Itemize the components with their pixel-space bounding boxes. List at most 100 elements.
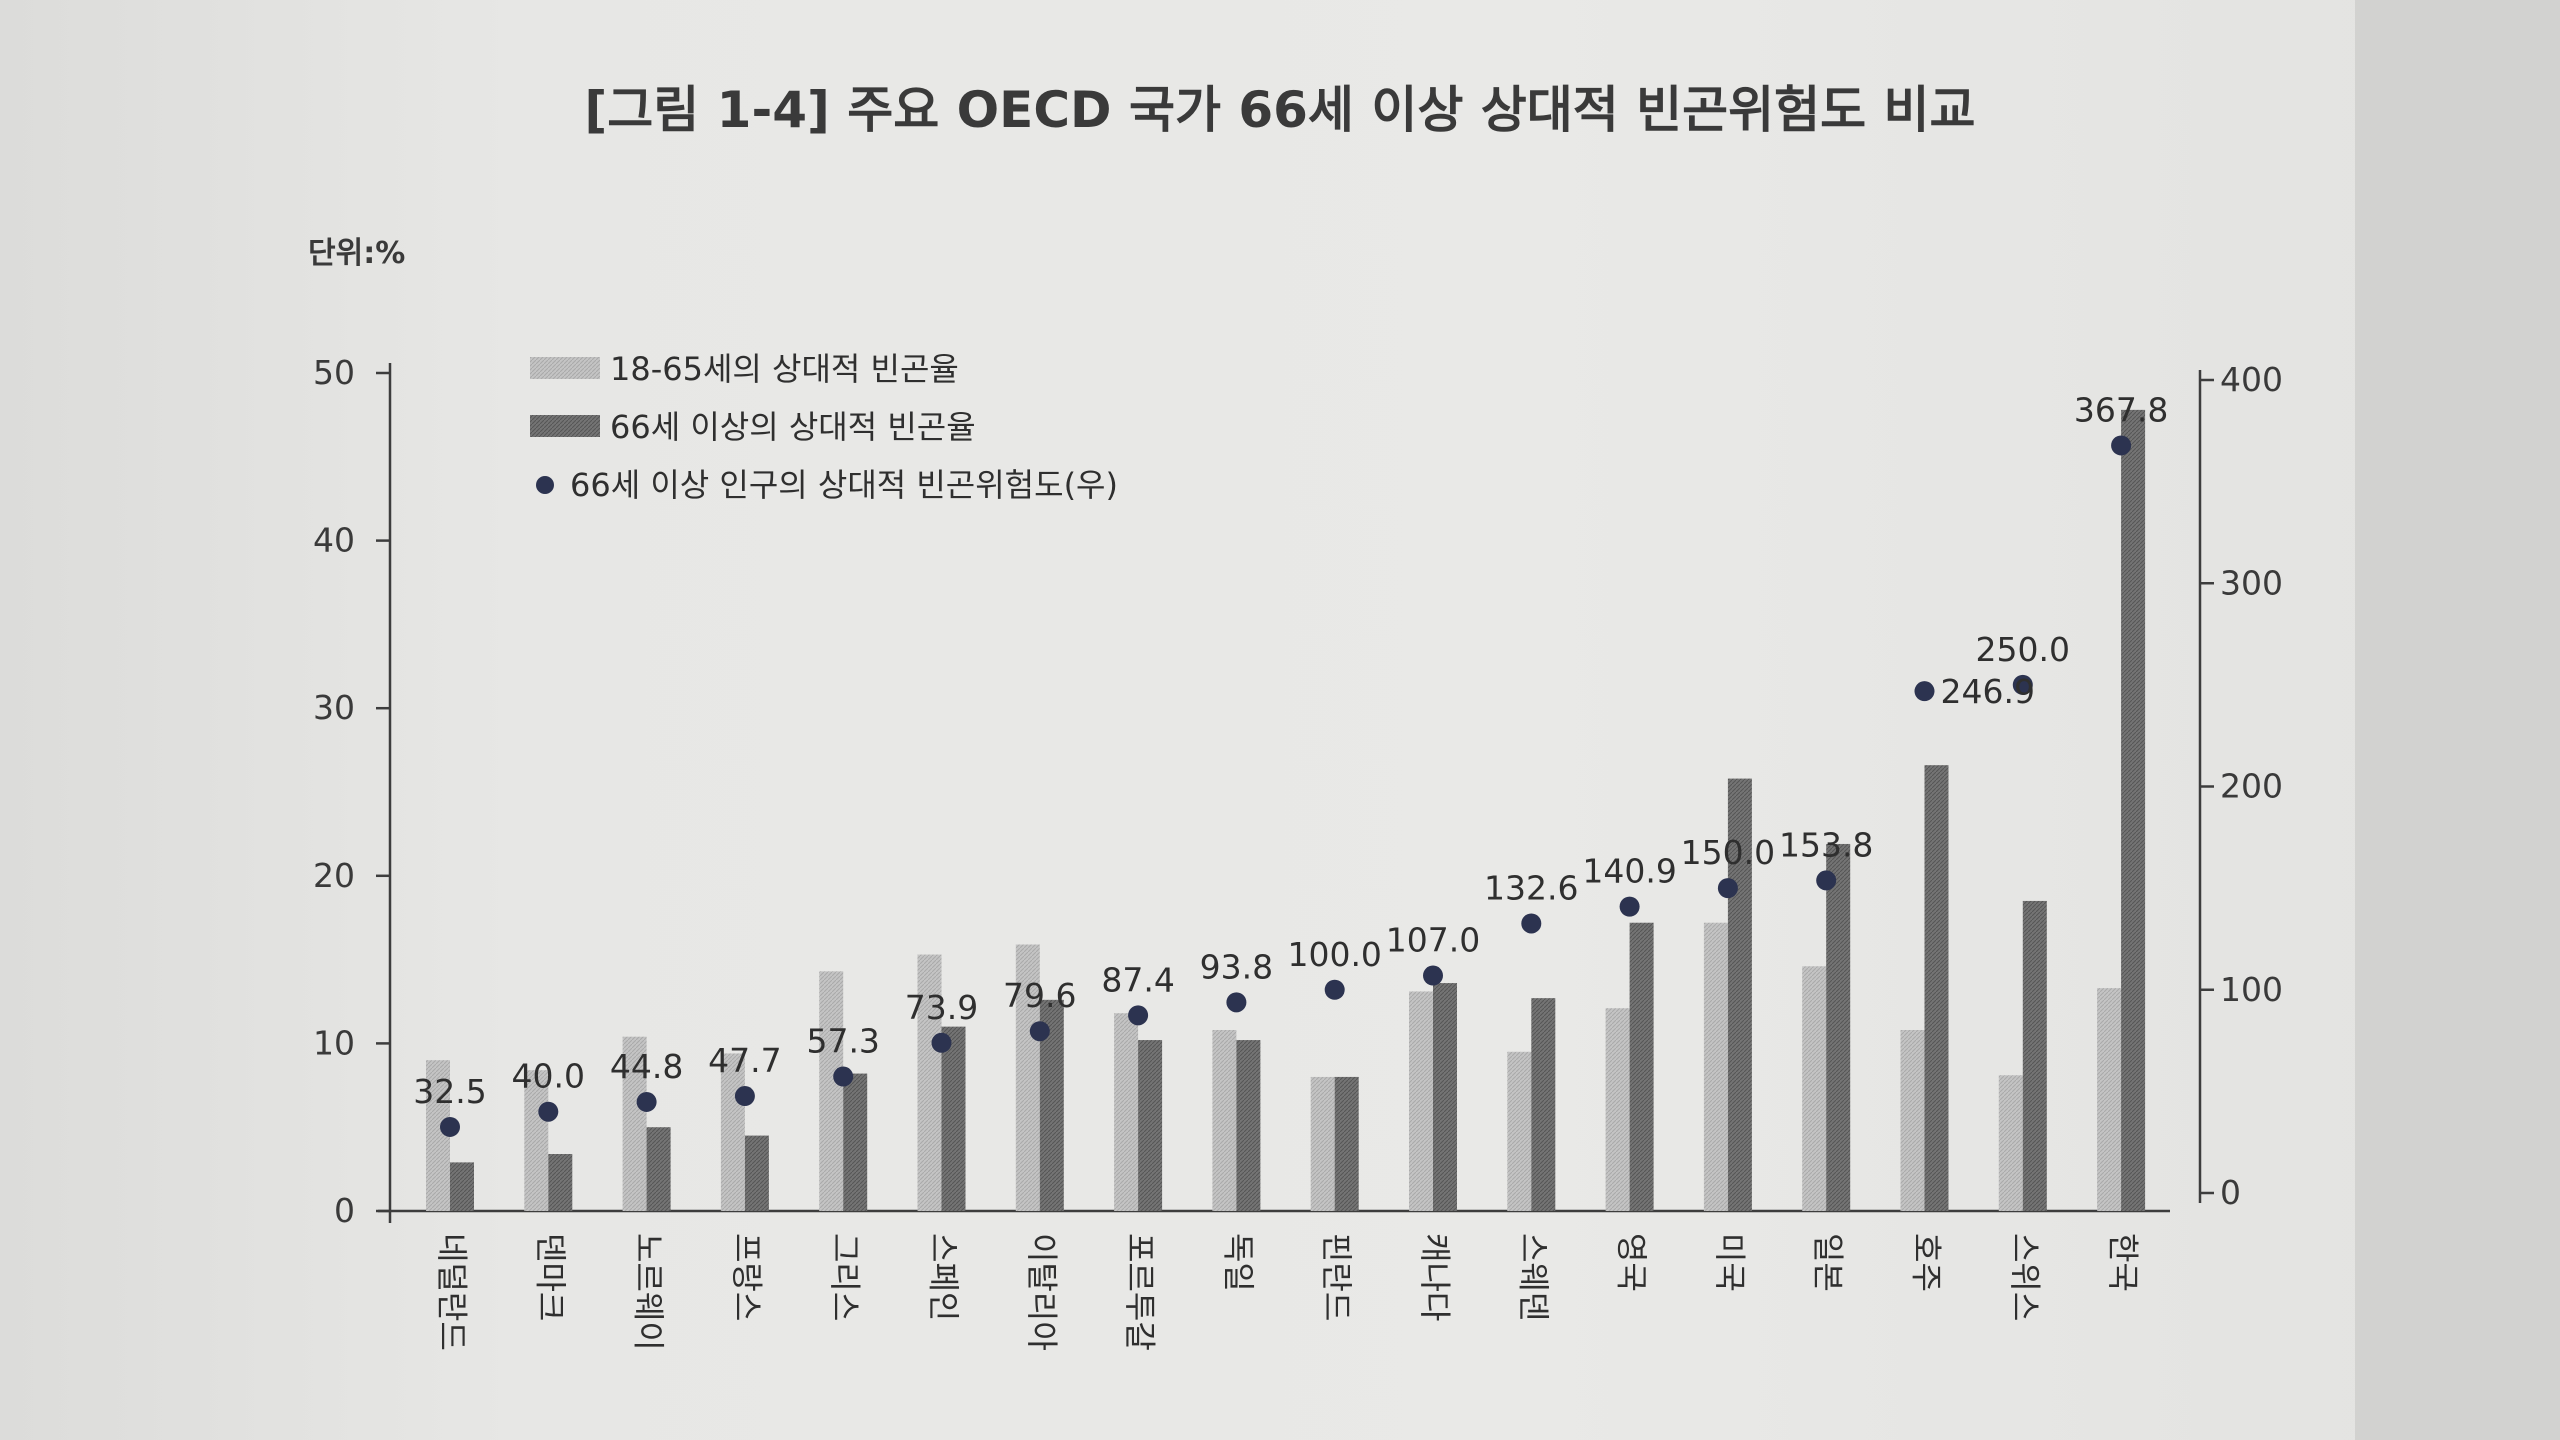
data-label: 47.7 xyxy=(708,1041,781,1080)
bar-18-65 xyxy=(1507,1051,1532,1211)
data-label: 40.0 xyxy=(512,1057,585,1096)
bar-18-65 xyxy=(1015,944,1040,1211)
risk-point xyxy=(2012,674,2033,695)
risk-point xyxy=(2111,435,2132,456)
risk-point xyxy=(1521,913,1542,934)
data-label: 132.6 xyxy=(1484,868,1578,907)
bar-66-plus xyxy=(1334,1076,1359,1211)
bar-66-plus xyxy=(1236,1040,1261,1211)
data-label: 100.0 xyxy=(1287,935,1381,974)
risk-point xyxy=(833,1066,854,1087)
right-axis-tick-label: 300 xyxy=(2220,563,2283,602)
risk-point xyxy=(1619,896,1640,917)
data-label: 79.6 xyxy=(1003,976,1076,1015)
risk-point xyxy=(1914,681,1935,702)
bar-18-65 xyxy=(1409,991,1433,1211)
category-label: 스위스 xyxy=(2006,1233,2044,1321)
right-axis-tick-label: 200 xyxy=(2220,767,2283,806)
category-label: 일본 xyxy=(1809,1233,1847,1292)
bar-18-65 xyxy=(524,1070,549,1211)
data-label: 107.0 xyxy=(1386,921,1480,960)
bar-18-65 xyxy=(819,971,844,1211)
left-axis-tick-label: 10 xyxy=(313,1023,355,1062)
bar-18-65 xyxy=(917,954,942,1211)
risk-point xyxy=(1029,1021,1050,1042)
risk-point xyxy=(1816,870,1837,891)
legend-label: 18-65세의 상대적 빈곤율 xyxy=(610,350,959,388)
bar-18-65 xyxy=(1212,1029,1237,1211)
left-axis-tick-label: 50 xyxy=(313,353,355,392)
category-label: 프랑스 xyxy=(728,1233,766,1321)
bar-66-plus xyxy=(450,1162,474,1211)
bar-66-plus xyxy=(1433,983,1457,1211)
bar-66-plus xyxy=(1531,998,1556,1211)
bar-66-plus xyxy=(646,1127,671,1211)
chart-title: [그림 1-4] 주요 OECD 국가 66세 이상 상대적 빈곤위험도 비교 xyxy=(584,81,1976,139)
data-label: 250.0 xyxy=(1976,630,2070,669)
risk-point xyxy=(1128,1005,1149,1026)
bar-66-plus xyxy=(548,1154,573,1211)
category-label: 스웨덴 xyxy=(1514,1233,1552,1321)
category-label: 포르투갈 xyxy=(1121,1233,1159,1351)
legend-marker-risk xyxy=(536,476,554,494)
left-axis-tick-label: 30 xyxy=(313,688,355,727)
bar-66-plus xyxy=(2022,900,2047,1211)
legend-label: 66세 이상의 상대적 빈곤율 xyxy=(610,408,976,446)
risk-point xyxy=(1324,979,1345,1000)
bar-66-plus xyxy=(1727,778,1752,1211)
bar-18-65 xyxy=(1802,966,1827,1211)
bar-18-65 xyxy=(2097,988,2122,1211)
data-label: 93.8 xyxy=(1200,947,1273,986)
data-label: 32.5 xyxy=(413,1072,486,1111)
category-label: 미국 xyxy=(1711,1233,1749,1292)
category-label: 한국 xyxy=(2104,1233,2142,1292)
risk-point xyxy=(538,1101,559,1122)
data-label: 140.9 xyxy=(1582,852,1676,891)
legend-swatch-66-plus xyxy=(530,415,600,437)
data-label: 73.9 xyxy=(905,988,978,1027)
bar-66-plus xyxy=(2121,409,2146,1211)
data-label: 246.9 xyxy=(1941,672,2035,711)
category-label: 덴마크 xyxy=(531,1233,569,1321)
left-axis-tick-label: 40 xyxy=(313,521,355,560)
right-axis-tick-label: 0 xyxy=(2220,1173,2241,1212)
left-axis-tick-label: 20 xyxy=(313,856,355,895)
bar-66-plus xyxy=(843,1073,868,1211)
category-label: 영국 xyxy=(1613,1233,1651,1292)
bar-66-plus xyxy=(1629,922,1654,1211)
bar-66-plus xyxy=(1138,1040,1163,1211)
legend-label: 66세 이상 인구의 상대적 빈곤위험도(우) xyxy=(570,466,1118,504)
bar-18-65 xyxy=(720,1053,745,1211)
left-axis-tick-label: 0 xyxy=(334,1191,355,1230)
bar-18-65 xyxy=(1703,922,1728,1211)
page-edge xyxy=(2355,0,2560,1440)
risk-point xyxy=(1717,878,1738,899)
bar-18-65 xyxy=(622,1036,647,1211)
category-label: 독일 xyxy=(1219,1233,1257,1292)
category-label: 그리스 xyxy=(826,1233,864,1321)
category-label: 노르웨이 xyxy=(630,1233,668,1351)
legend-swatch-18-65 xyxy=(530,357,600,379)
risk-point xyxy=(636,1091,657,1112)
data-label: 150.0 xyxy=(1681,833,1775,872)
data-label: 87.4 xyxy=(1101,960,1174,999)
category-label: 스페인 xyxy=(925,1233,963,1321)
data-label: 153.8 xyxy=(1779,825,1873,864)
bar-66-plus xyxy=(744,1135,769,1211)
risk-point xyxy=(931,1032,952,1053)
bar-18-65 xyxy=(1900,1029,1925,1211)
right-axis-tick-label: 400 xyxy=(2220,360,2283,399)
unit-label: 단위:% xyxy=(308,236,406,271)
data-label: 367.8 xyxy=(2074,390,2168,429)
bar-18-65 xyxy=(1310,1076,1335,1211)
category-label: 이탈리아 xyxy=(1023,1233,1061,1351)
category-label: 네덜란드 xyxy=(433,1233,471,1351)
bar-66-plus xyxy=(1924,765,1949,1211)
bar-18-65 xyxy=(1605,1008,1630,1211)
category-label: 캐나다 xyxy=(1416,1233,1454,1321)
category-label: 핀란드 xyxy=(1318,1233,1356,1321)
right-axis-tick-label: 100 xyxy=(2220,970,2283,1009)
risk-point xyxy=(1423,965,1443,986)
